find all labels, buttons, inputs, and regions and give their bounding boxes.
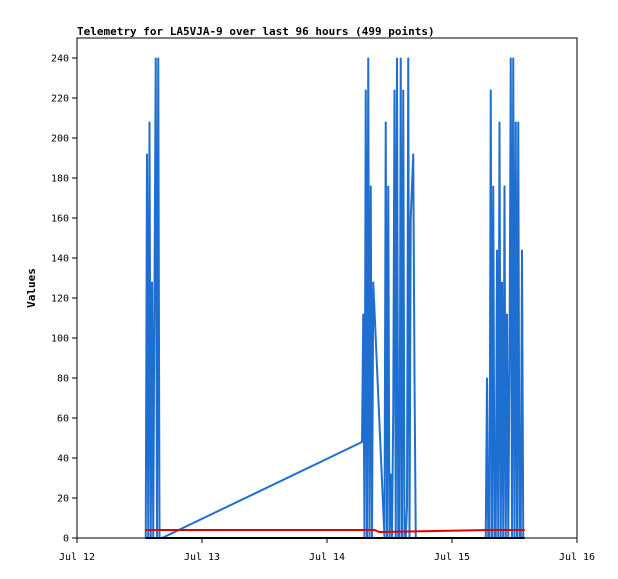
data-point	[407, 57, 409, 59]
data-point	[492, 185, 494, 187]
y-tick-label: 20	[57, 494, 69, 505]
data-point	[410, 217, 412, 219]
x-tick-label: Jul 15	[434, 552, 470, 563]
series-1	[145, 529, 526, 534]
y-tick-label: 0	[63, 534, 69, 545]
y-axis-ticks: 0 20 40 60 80 100 120 140 160 180 200 220 240	[51, 54, 77, 545]
data-point	[508, 361, 511, 363]
data-point	[506, 313, 508, 315]
data-point	[145, 529, 147, 531]
data-point	[372, 281, 374, 283]
data-point	[490, 89, 492, 91]
y-tick-label: 100	[51, 334, 69, 345]
data-point	[146, 153, 148, 155]
data-point	[390, 473, 392, 475]
data-point	[155, 57, 157, 59]
data-point	[503, 185, 506, 187]
chart-series	[144, 57, 526, 539]
data-point	[145, 537, 147, 539]
data-point	[385, 121, 387, 123]
data-point	[523, 529, 526, 531]
data-point	[510, 57, 512, 59]
data-point	[496, 249, 498, 251]
data-point	[365, 89, 367, 91]
series-2	[145, 537, 526, 539]
chart-title: Telemetry for LA5VJA-9 over last 96 hour…	[77, 25, 435, 38]
data-point	[512, 57, 514, 59]
y-tick-label: 180	[51, 174, 69, 185]
data-point	[486, 377, 488, 379]
data-point	[387, 185, 389, 187]
data-point	[393, 89, 396, 91]
data-point	[396, 57, 398, 59]
series-0	[144, 57, 526, 539]
data-point	[413, 377, 416, 379]
series-line	[145, 529, 525, 534]
y-tick-label: 40	[57, 454, 69, 465]
data-point	[402, 89, 404, 91]
x-tick-label: Jul 16	[559, 552, 595, 563]
data-point	[151, 281, 153, 283]
data-point	[400, 57, 402, 59]
data-point	[406, 505, 408, 507]
data-point	[412, 153, 414, 155]
data-point	[157, 57, 159, 59]
data-point	[521, 249, 523, 251]
data-point	[517, 121, 519, 123]
x-tick-label: Jul 13	[184, 552, 220, 563]
data-point	[370, 185, 372, 187]
y-tick-label: 120	[51, 294, 69, 305]
data-point	[501, 281, 503, 283]
data-point	[362, 313, 364, 315]
data-point	[498, 121, 501, 123]
y-tick-label: 140	[51, 254, 69, 265]
data-point	[411, 185, 413, 187]
y-tick-label: 240	[51, 54, 69, 65]
data-point	[523, 537, 526, 539]
y-tick-label: 160	[51, 214, 69, 225]
data-point	[392, 409, 394, 411]
data-point	[488, 529, 491, 531]
data-point	[373, 529, 376, 531]
y-tick-label: 80	[57, 374, 69, 385]
x-axis-ticks: Jul 12 Jul 13 Jul 14 Jul 15 Jul 16	[59, 538, 595, 563]
y-tick-label: 200	[51, 134, 69, 145]
data-point	[495, 529, 497, 531]
data-point	[148, 121, 151, 123]
y-axis-label: Values	[25, 268, 38, 308]
data-point	[367, 57, 369, 59]
data-point	[515, 121, 517, 123]
data-point	[153, 281, 156, 283]
series-line	[144, 57, 525, 539]
y-tick-label: 60	[57, 414, 69, 425]
data-point	[378, 531, 381, 533]
data-point	[501, 529, 503, 531]
data-point	[367, 529, 369, 531]
x-tick-label: Jul 12	[59, 552, 95, 563]
y-tick-label: 220	[51, 94, 69, 105]
x-tick-label: Jul 14	[309, 552, 345, 563]
data-point	[361, 441, 363, 443]
